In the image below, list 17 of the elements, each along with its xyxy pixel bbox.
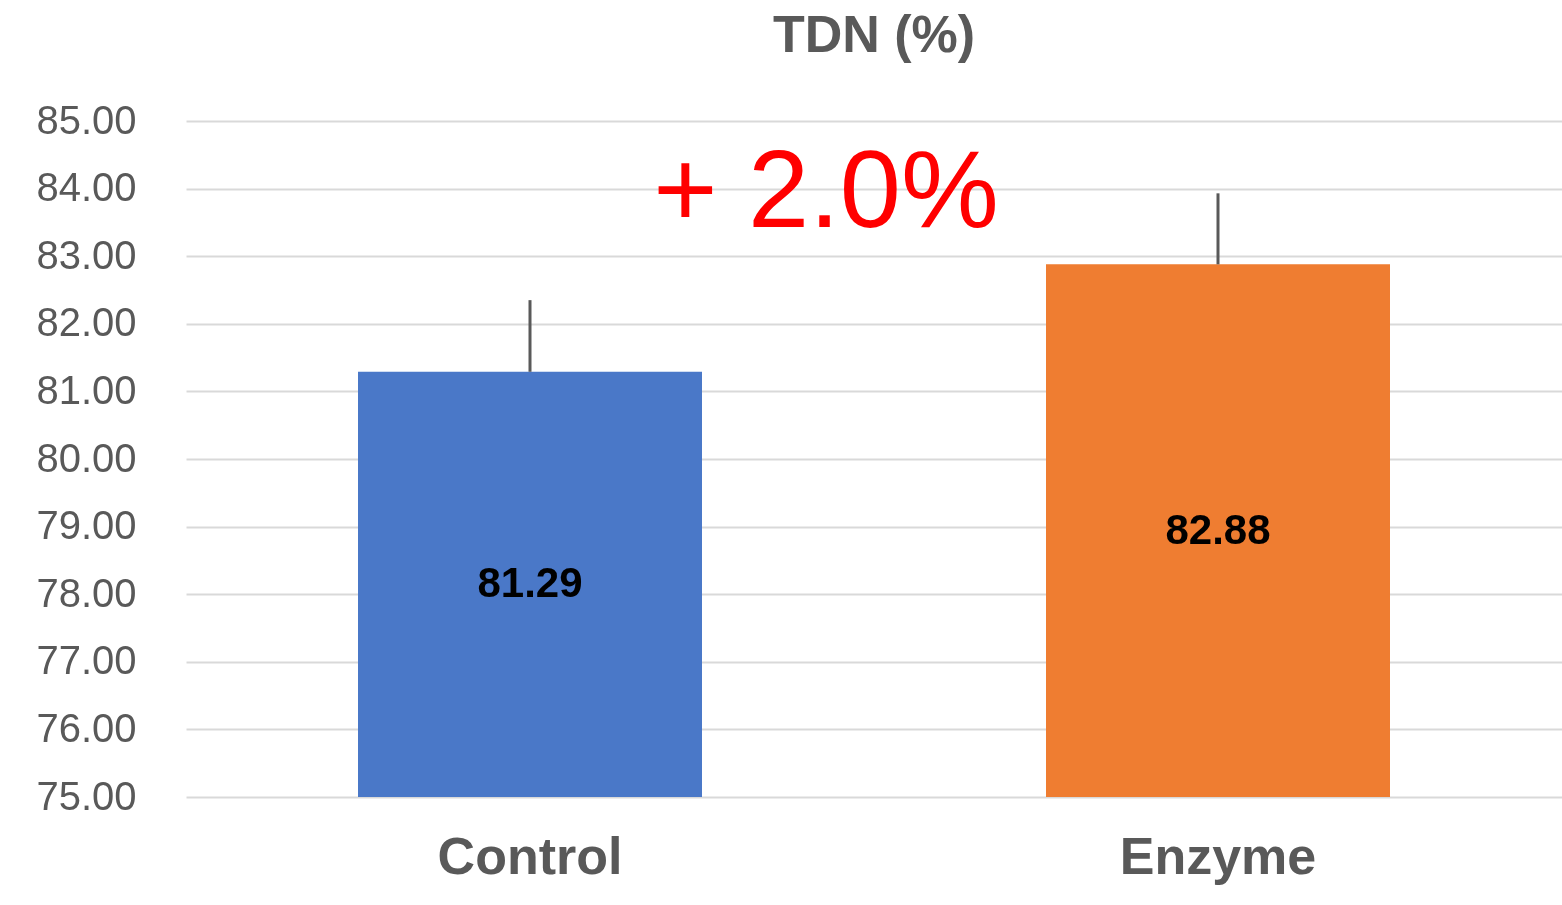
y-tick-label: 76.00 — [36, 705, 137, 750]
y-tick-label: 79.00 — [36, 503, 137, 548]
x-tick-label: Enzyme — [1119, 826, 1317, 885]
y-tick-label: 75.00 — [36, 773, 137, 818]
y-tick-label: 77.00 — [36, 638, 137, 683]
y-tick-label: 83.00 — [36, 232, 137, 277]
y-tick-label: 84.00 — [36, 165, 137, 210]
y-tick-label: 85.00 — [36, 97, 137, 142]
data-label: 82.88 — [1165, 505, 1271, 553]
y-tick-label: 82.00 — [36, 300, 137, 345]
annotation: + 2.0% — [653, 127, 999, 250]
y-tick-label: 78.00 — [36, 570, 137, 615]
data-label: 81.29 — [477, 559, 583, 607]
x-tick-label: Control — [437, 826, 623, 885]
chart-title: TDN (%) — [772, 5, 976, 63]
y-tick-label: 81.00 — [36, 367, 137, 412]
y-tick-label: 80.00 — [36, 435, 137, 480]
